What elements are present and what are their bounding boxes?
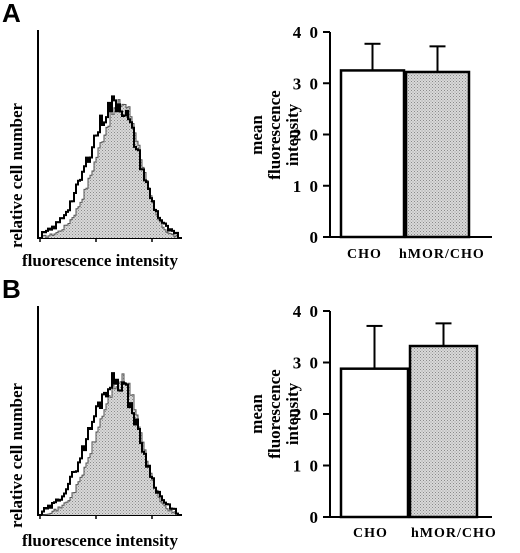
histogram-a-ylabel: relative cell number bbox=[7, 102, 26, 248]
panel-a-letter: A bbox=[2, 0, 21, 28]
bar-chart-b-ytick-label-20: 2 0 bbox=[293, 405, 320, 424]
bar-chart-b-category-hmor-cho: hMOR/CHO bbox=[411, 526, 497, 541]
bar-chart-a: 0 1 0 2 0 3 0 4 0 mean fluorescence intensit… bbox=[247, 23, 492, 262]
bar-chart-a-category-cho: CHO bbox=[347, 247, 382, 262]
bar-chart-a-ytick-label-10: 1 0 bbox=[293, 177, 320, 196]
bar-chart-b-ylabel-line3: intensity bbox=[283, 382, 302, 445]
bar-chart-a-bars bbox=[339, 42, 471, 239]
bar-chart-a-ytick-label-30: 3 0 bbox=[293, 74, 320, 93]
histogram-a-sample-line bbox=[41, 95, 179, 238]
bar-chart-a-ytick-label-40: 4 0 bbox=[293, 23, 320, 42]
bar-chart-b-bar-1 bbox=[408, 344, 479, 519]
histogram-b-xlabel: fluorescence intensity bbox=[22, 531, 178, 550]
bar-chart-b-ytick-label-40: 4 0 bbox=[293, 302, 320, 321]
bar-chart-a-ticks: 0 1 0 2 0 3 0 4 0 bbox=[293, 23, 330, 247]
bar-chart-a-category-hmor-cho: hMOR/CHO bbox=[399, 247, 485, 262]
histogram-a: relative cell number fluorescence intens… bbox=[7, 30, 182, 270]
histogram-b-sample-line bbox=[41, 372, 179, 515]
bar-chart-b-ylabel-line2: fluorescence bbox=[265, 369, 284, 459]
histogram-b-control-fill bbox=[42, 373, 178, 515]
panel-b: B relative cell number fluorescence inte… bbox=[2, 274, 497, 550]
bar-chart-b-ytick-label-30: 3 0 bbox=[293, 354, 320, 373]
bar-chart-a-ytick-label-0: 0 bbox=[310, 228, 321, 247]
histogram-b-ylabel: relative cell number bbox=[7, 382, 26, 528]
histogram-b-ticks bbox=[39, 515, 153, 519]
histogram-a-ticks bbox=[39, 238, 153, 242]
bar-chart-b-bar-0 bbox=[339, 367, 410, 519]
bar-chart-a-bar-1 bbox=[404, 70, 471, 239]
bar-chart-a-ylabel-line2: fluorescence bbox=[265, 90, 284, 180]
bar-chart-a-ylabel-line1: mean bbox=[247, 115, 266, 155]
histogram-a-xlabel: fluorescence intensity bbox=[22, 251, 178, 270]
histogram-a-control-fill bbox=[42, 99, 178, 238]
bar-chart-b-ticks: 0 1 0 2 0 3 0 4 0 bbox=[293, 302, 330, 527]
bar-chart-a-ytick-label-20: 2 0 bbox=[293, 126, 320, 145]
bar-chart-a-ylabel-line3: intensity bbox=[283, 103, 302, 166]
panel-a: A relative cell number fluorescence inte… bbox=[2, 0, 492, 270]
histogram-b: relative cell number fluorescence intens… bbox=[7, 306, 182, 550]
bar-chart-a-bar-0 bbox=[339, 69, 406, 239]
bar-chart-b: 0 1 0 2 0 3 0 4 0 mean fluorescence intensit… bbox=[247, 302, 497, 541]
bar-chart-b-bars bbox=[339, 322, 479, 519]
bar-chart-b-ytick-label-10: 1 0 bbox=[293, 457, 320, 476]
bar-chart-b-ylabel-line1: mean bbox=[247, 394, 266, 434]
panel-b-letter: B bbox=[2, 274, 21, 304]
bar-chart-b-ytick-label-0: 0 bbox=[310, 508, 321, 527]
bar-chart-b-category-cho: CHO bbox=[353, 526, 388, 541]
